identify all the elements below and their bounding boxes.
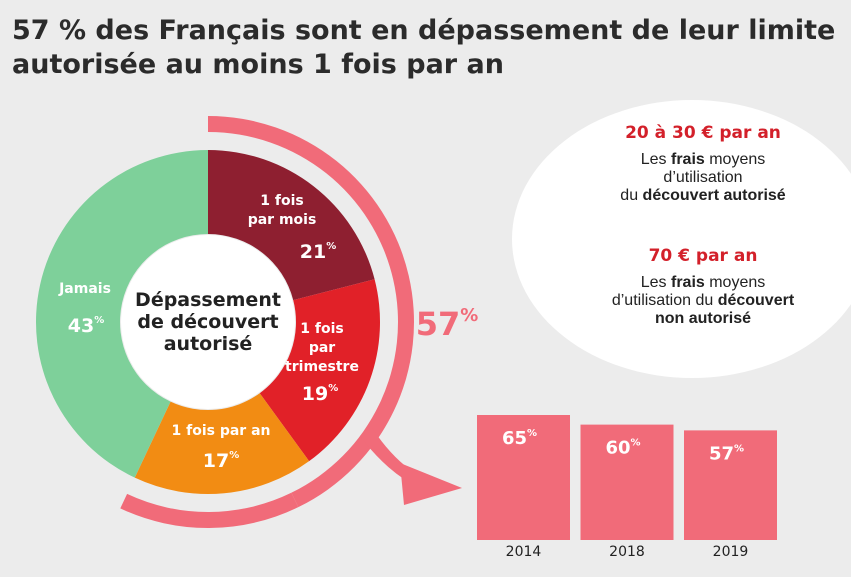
slice-value-2: 19% bbox=[302, 383, 338, 405]
donut-center-label: Dépassement de découvert autorisé bbox=[135, 289, 281, 355]
stat-unauthorized-value: 70 € par an bbox=[648, 246, 758, 266]
bar-label-2018: 2018 bbox=[609, 544, 645, 560]
bar-value-2019: 57% bbox=[709, 443, 744, 464]
stat-unauthorized-desc: Les frais moyens d’utilisation du découve… bbox=[611, 274, 795, 327]
donut-slice-2 bbox=[259, 279, 380, 462]
stat-authorized: 20 à 30 € par an Les frais moyens d’utili… bbox=[568, 123, 838, 205]
bar-label-2019: 2019 bbox=[713, 544, 749, 560]
slice-value-3: 17% bbox=[203, 450, 239, 472]
slice-value-4: 43% bbox=[68, 315, 104, 337]
donut-chart: 1 fois par mois 21% 1 fois par trimestre 19% 1 … bbox=[35, 150, 380, 494]
bar-2014 bbox=[477, 415, 570, 540]
page-title: 57 % des Français sont en dépassement de… bbox=[12, 14, 842, 82]
stat-authorized-value: 20 à 30 € par an bbox=[625, 123, 781, 143]
slice-label-2: 1 fois par trimestre bbox=[285, 321, 359, 375]
slice-label-3: 1 fois par an bbox=[172, 423, 271, 439]
highlight-arrow-head bbox=[400, 463, 462, 505]
bar-chart: 65% 2014 60% 2018 57% 2019 bbox=[477, 415, 777, 560]
stats-card bbox=[512, 100, 851, 378]
donut-slice-1 bbox=[208, 150, 375, 301]
slice-label-1: 1 fois par mois bbox=[248, 193, 317, 228]
title-line-2: autorisée au moins 1 fois par an bbox=[12, 49, 504, 80]
highlight-value: 57% bbox=[416, 305, 479, 343]
slice-label-4: Jamais bbox=[58, 281, 111, 297]
donut-slice-3 bbox=[134, 393, 310, 494]
bar-2018 bbox=[580, 424, 674, 540]
bar-2019 bbox=[684, 430, 777, 540]
highlight-arc: 57% bbox=[120, 116, 478, 528]
bar-value-2014: 65% bbox=[502, 428, 537, 449]
bar-value-2018: 60% bbox=[605, 438, 640, 459]
donut-slice-4 bbox=[35, 150, 209, 478]
stat-unauthorized: 70 € par an Les frais moyens d’utilisatio… bbox=[568, 246, 838, 328]
stat-authorized-desc: Les frais moyens d’utilisation du découver… bbox=[620, 151, 786, 204]
title-line-1: 57 % des Français sont en dépassement de… bbox=[12, 15, 836, 46]
highlight-arc-tail bbox=[120, 492, 299, 528]
slice-value-1: 21% bbox=[300, 241, 336, 263]
bar-label-2014: 2014 bbox=[506, 544, 542, 560]
